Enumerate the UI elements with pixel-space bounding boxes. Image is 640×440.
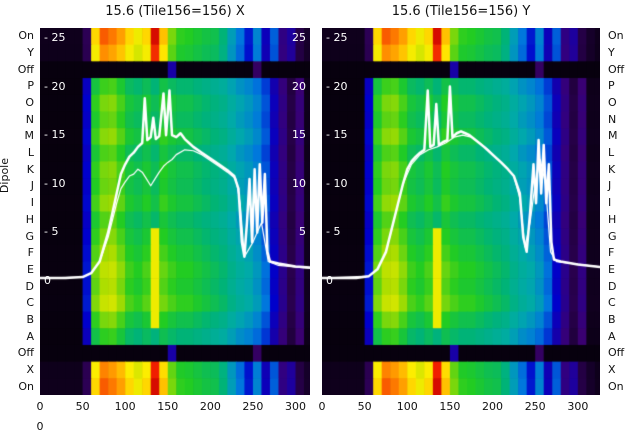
dipole-label-right: H <box>608 212 617 226</box>
dipole-label-left: On <box>18 379 34 393</box>
dipole-label-left: Off <box>17 346 34 360</box>
x-tick-label: 150 <box>439 400 461 413</box>
heatmap-panel-x <box>40 28 310 395</box>
x-tick-label: 0 <box>318 400 326 413</box>
value-tick-label: 0 <box>326 274 333 287</box>
dipole-label-left: H <box>25 212 34 226</box>
dipole-label-right: I <box>608 196 612 210</box>
dipole-label-right: N <box>608 112 617 126</box>
value-tick-label: - 15 <box>326 128 348 142</box>
dipole-label-left: On <box>18 29 34 43</box>
x-tick-label: 50 <box>75 400 90 413</box>
dipole-label-right: Y <box>608 46 615 60</box>
x-tick-label: 100 <box>396 400 418 413</box>
x-tick-label: 0 <box>36 400 44 413</box>
dipole-label-right: On <box>608 379 624 393</box>
value-tick-label: - 10 <box>326 176 348 190</box>
dipole-label-right: C <box>608 296 616 310</box>
dipole-label-left: M <box>24 129 35 143</box>
value-tick-label: - 10 <box>44 176 66 190</box>
x-tick-label: 250 <box>524 400 546 413</box>
dipole-label-right: On <box>608 29 624 43</box>
value-tick-label: - 5 <box>326 225 341 239</box>
value-tick-label: - 20 <box>44 79 66 93</box>
value-tick-label: - 5 <box>44 225 59 239</box>
dipole-label-right: G <box>608 229 617 243</box>
x-tick-label: 200 <box>482 400 504 413</box>
dipole-label-left: E <box>27 262 34 276</box>
dipole-label-right: Off <box>608 346 625 360</box>
dipole-label-right: M <box>608 129 618 143</box>
value-tick-label-right: 5 <box>299 225 306 239</box>
x-tick-label: 100 <box>114 400 136 413</box>
x-tick-label: 300 <box>567 400 589 413</box>
dipole-label-right: P <box>608 79 615 93</box>
dipole-label-left: O <box>25 96 34 110</box>
dipole-label-left: G <box>25 229 34 243</box>
dipole-label-right: K <box>608 162 616 176</box>
dipole-label-right: F <box>608 246 615 260</box>
value-tick-label-right: 10 <box>292 176 306 190</box>
dipole-label-left: B <box>26 312 34 326</box>
dipole-label-left: K <box>26 162 34 176</box>
dipole-label-right: E <box>608 262 615 276</box>
dipole-label-left: F <box>27 246 34 260</box>
value-tick-label: - 25 <box>44 31 66 44</box>
dipole-label-left: I <box>30 196 34 210</box>
dipole-label-left: L <box>27 146 34 160</box>
dipole-label-right: B <box>608 312 616 326</box>
panel-title-x: 15.6 (Tile156=156) X <box>105 4 245 19</box>
dipole-label-left: A <box>26 329 34 343</box>
dipole-label-right: O <box>608 96 617 110</box>
dipole-label-right: L <box>608 146 615 160</box>
value-tick-label-right: 20 <box>292 79 306 93</box>
x-tick-label: 50 <box>357 400 372 413</box>
dipole-label-left: D <box>25 279 34 293</box>
value-tick-label: 0 <box>44 274 51 287</box>
x-tick-label: 150 <box>157 400 179 413</box>
dipole-label-right: A <box>608 329 616 343</box>
dipole-label-right: J <box>608 179 612 193</box>
dipole-label-left: J <box>30 179 34 193</box>
dipole-label-right: Off <box>608 62 625 76</box>
x-tick-label: 300 <box>285 400 307 413</box>
dipole-label-right: X <box>608 362 616 376</box>
value-tick-label: - 15 <box>44 128 66 142</box>
panel-title-y: 15.6 (Tile156=156) Y <box>391 4 531 19</box>
value-tick-label-right: 25 <box>292 31 306 44</box>
value-tick-label-right: 15 <box>292 128 306 142</box>
dipole-label-right: D <box>608 279 617 293</box>
dipole-label-left: Y <box>27 46 34 60</box>
extra-zero-label: 0 <box>36 420 44 433</box>
x-tick-label: 200 <box>199 400 221 413</box>
value-tick-label: - 20 <box>326 79 348 93</box>
value-tick-label: - 25 <box>326 31 348 44</box>
dipole-label-left: P <box>27 79 34 93</box>
dipole-label-left: Off <box>17 62 34 76</box>
dipole-label-left: C <box>26 296 34 310</box>
heatmap-panel-y <box>322 28 600 395</box>
x-tick-label: 250 <box>242 400 264 413</box>
dipole-label-left: X <box>26 362 34 376</box>
dipole-label-left: N <box>25 112 34 126</box>
